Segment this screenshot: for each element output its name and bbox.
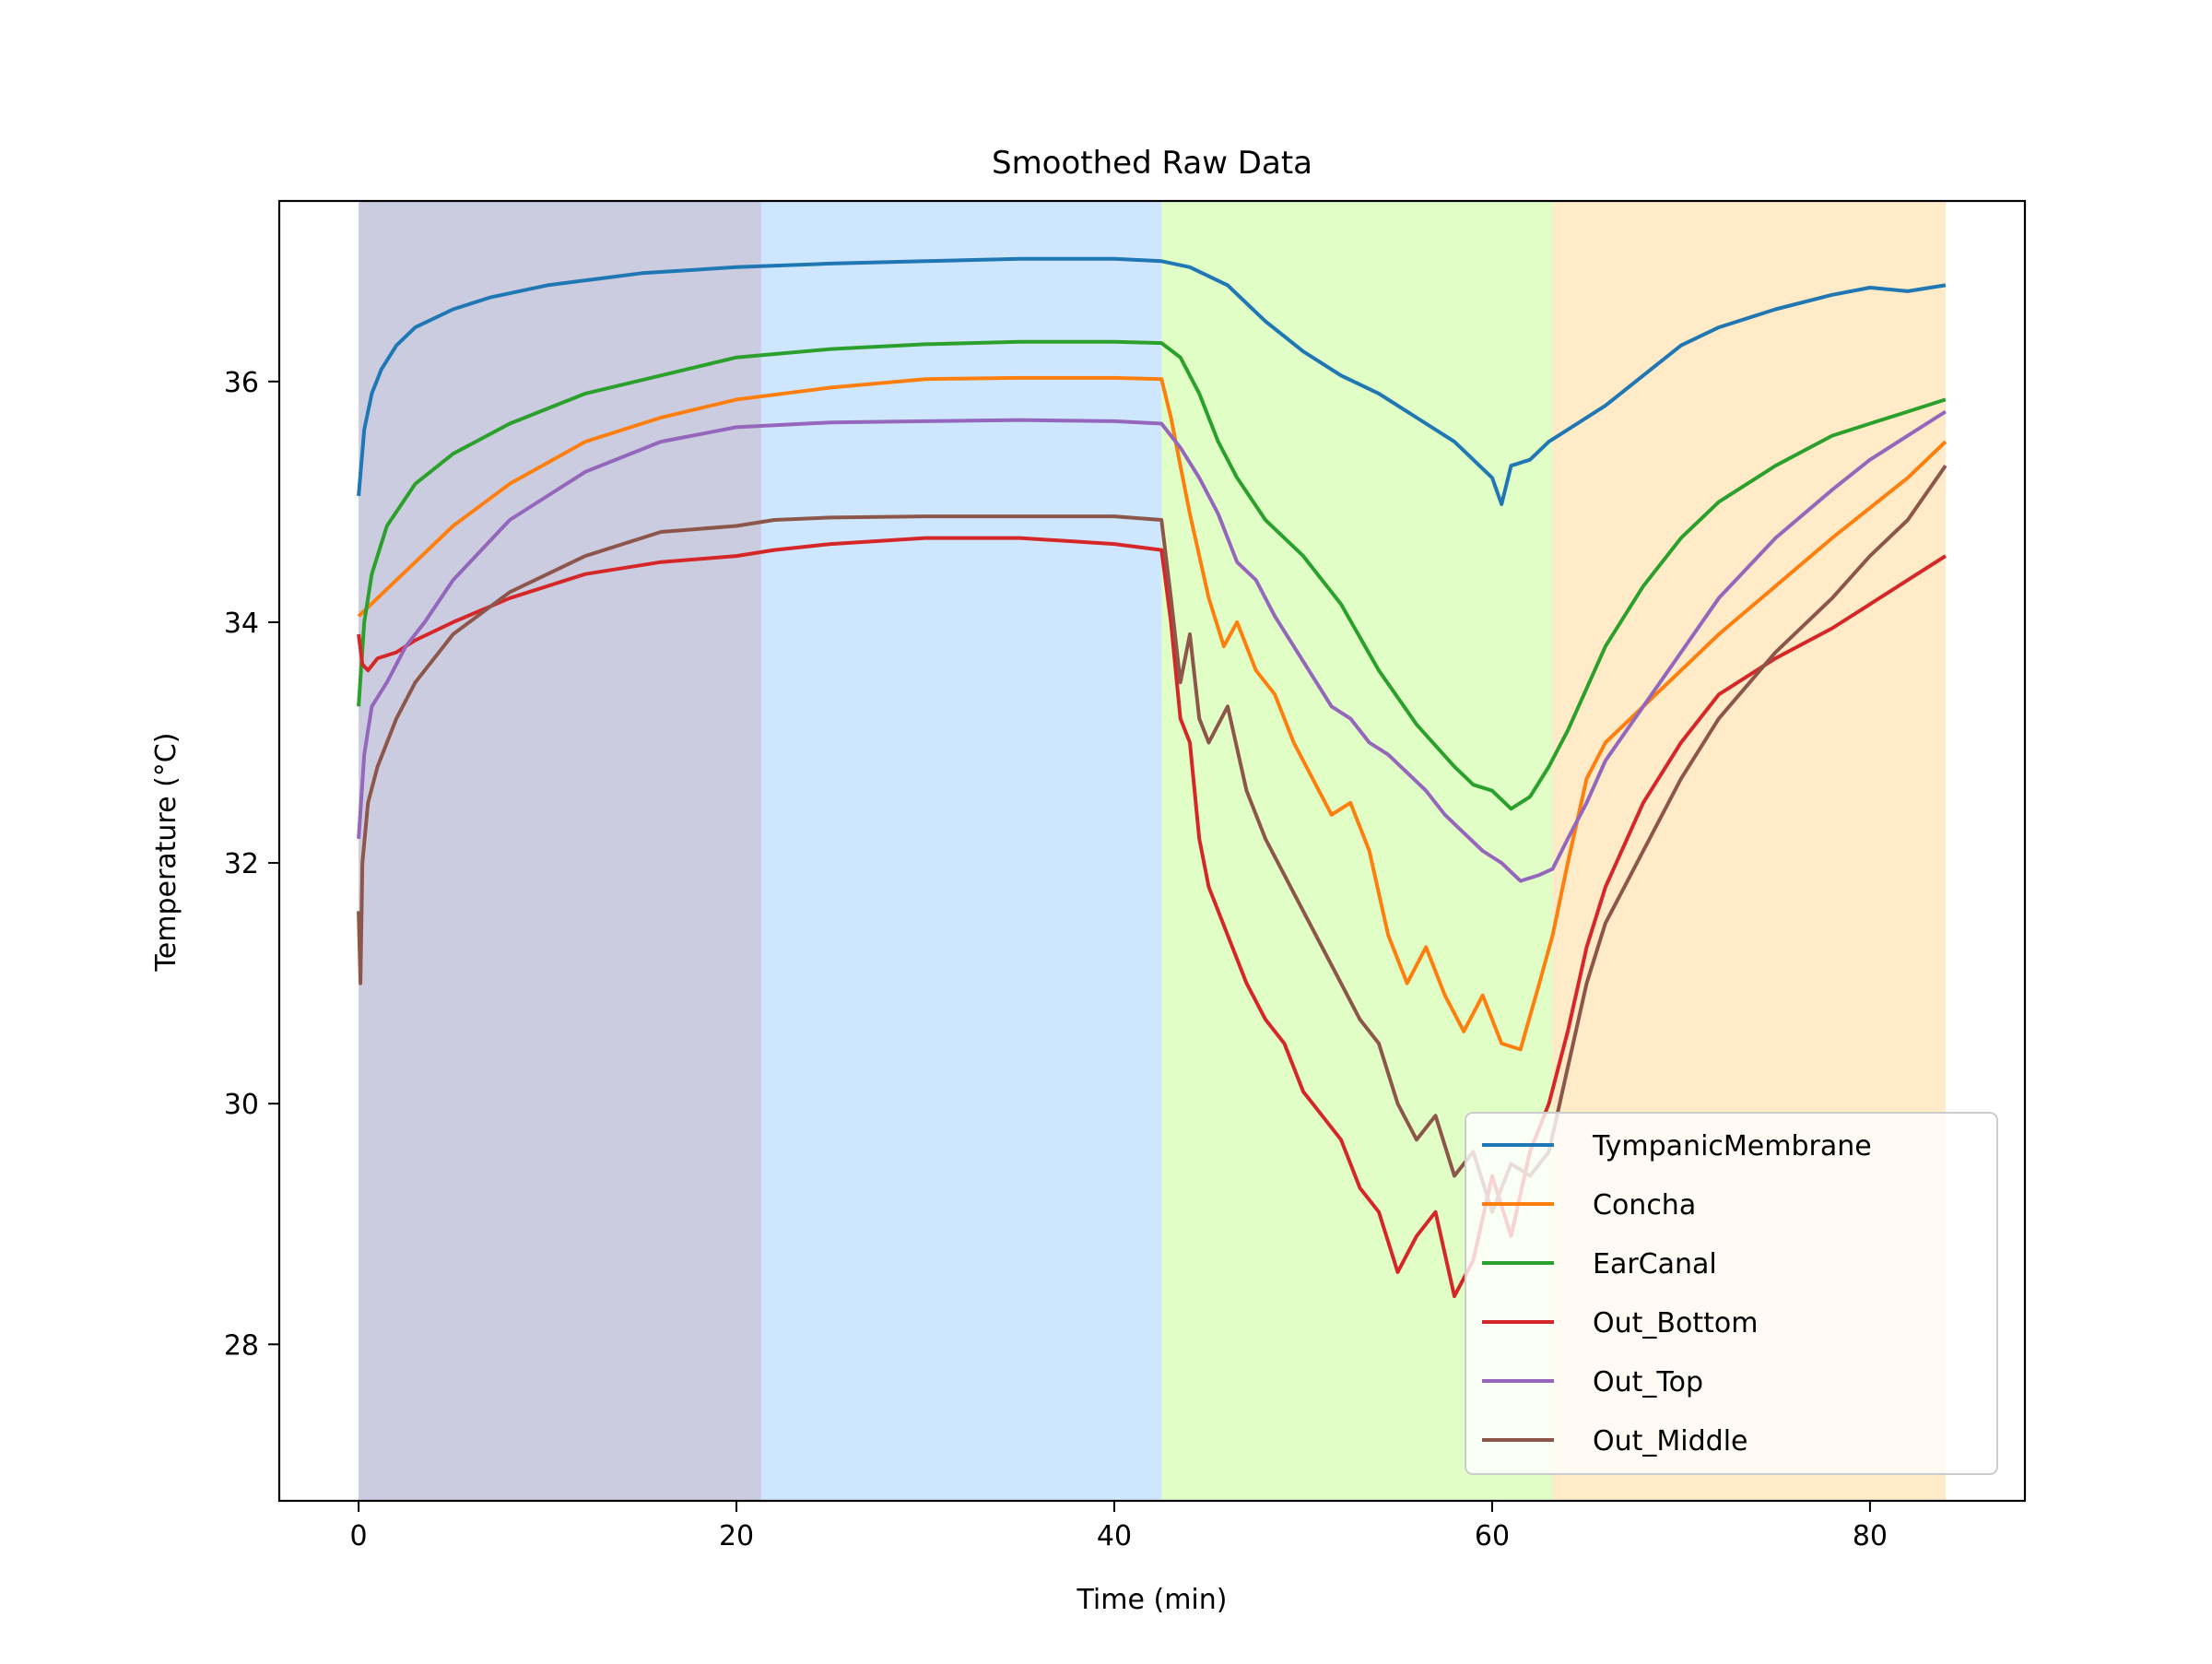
x-tick-label: 80	[1853, 1520, 1888, 1552]
series-line-earcanal	[357, 339, 1947, 811]
series-line-tympanicmembrane	[357, 256, 1947, 506]
y-axis-label: Temperature (°C)	[150, 733, 182, 973]
series-line-concha	[357, 375, 1947, 1052]
legend-label-tympanicmembrane: TympanicMembrane	[1592, 1130, 1872, 1162]
phase-band-1	[359, 201, 761, 1501]
x-tick-label: 60	[1475, 1520, 1510, 1552]
y-tick-label: 36	[224, 367, 259, 399]
series-line-out-middle	[357, 465, 1947, 1214]
series-line-out-bottom	[357, 536, 1947, 1299]
chart-title: Smoothed Raw Data	[992, 145, 1312, 182]
y-tick-label: 32	[224, 848, 259, 880]
x-tick-label: 40	[1097, 1520, 1132, 1552]
plot-frame	[277, 199, 2027, 1503]
phase-band-2	[760, 201, 1162, 1501]
y-tick-label: 34	[224, 608, 259, 640]
y-tick-label: 30	[224, 1089, 259, 1121]
x-tick-label: 20	[719, 1520, 754, 1552]
x-tick-label: 0	[350, 1520, 368, 1552]
x-axis-label: Time (min)	[1077, 1584, 1228, 1616]
y-axis: 28 30 32 34 36	[224, 367, 279, 1362]
series-lines	[357, 256, 1947, 1299]
legend-label-earcanal: EarCanal	[1593, 1248, 1717, 1280]
legend-box	[1465, 1112, 1998, 1475]
legend-label-out-top: Out_Top	[1593, 1366, 1703, 1398]
legend: TympanicMembrane Concha EarCanal Out_Bottom…	[1465, 1112, 1998, 1475]
legend-label-out-bottom: Out_Bottom	[1593, 1307, 1758, 1339]
x-axis: 0 20 40 60 80	[350, 1501, 1888, 1552]
legend-label-out-middle: Out_Middle	[1593, 1425, 1748, 1457]
legend-label-concha: Concha	[1593, 1189, 1696, 1221]
series-line-out-top	[357, 409, 1947, 883]
y-tick-label: 28	[224, 1329, 259, 1362]
